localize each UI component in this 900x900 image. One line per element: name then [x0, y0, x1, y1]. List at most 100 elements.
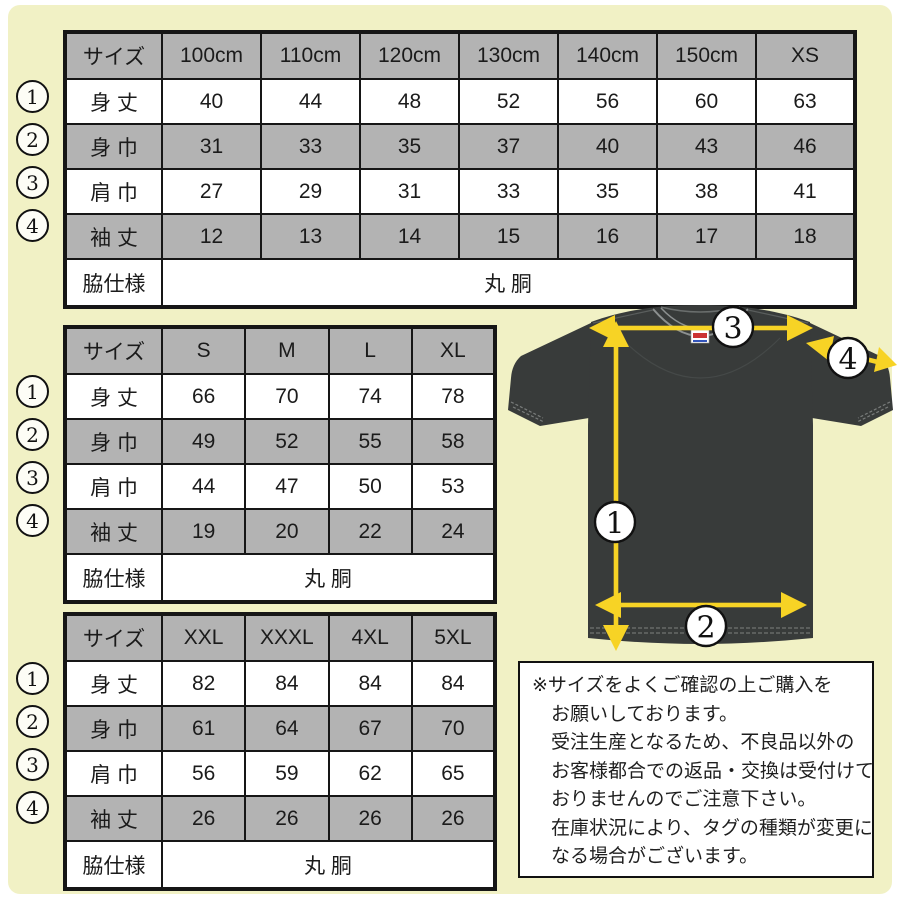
side-spec-label: 脇仕様: [64, 553, 163, 603]
size-table-xxl-5xl-grid: サイズ XXL XXXL 4XL 5XL 身 丈 82 84 84 84 身 巾 61 64 67 70 肩 …: [63, 612, 497, 891]
side-spec-value: 丸 胴: [161, 258, 856, 308]
measurement-cell: 16: [557, 213, 658, 260]
size-header-cell: サイズ: [64, 326, 163, 375]
size-header-cell: サイズ: [64, 613, 163, 662]
sleeve-hem-stitch-left: [510, 401, 545, 423]
measurement-cell: 47: [244, 463, 330, 510]
measure-label: 身 丈: [64, 660, 163, 707]
measurement-cell: 65: [410, 750, 497, 797]
size-table-s-xl: サイズ S M L XL 身 丈 66 70 74 78 身 巾 49 52 55 58 肩 巾 44 47 50 5…: [16, 325, 497, 604]
tshirt-body: [588, 305, 813, 644]
size-column-header: XXXL: [244, 613, 330, 662]
measurement-cell: 50: [327, 463, 413, 510]
measurement-cell: 74: [327, 373, 413, 420]
note-line-6: 在庫状況により、タグの種類が変更に: [551, 817, 873, 839]
row-marker-4: 4: [16, 209, 49, 242]
measure-label: 身 巾: [64, 418, 163, 465]
measure-label: 肩 巾: [64, 168, 163, 215]
measurement-cell: 33: [458, 168, 559, 215]
note-line-2: お願いしております。: [551, 703, 738, 725]
measurement-cell: 52: [458, 78, 559, 125]
size-column-header: L: [327, 326, 413, 375]
printstar-brand-tag-icon: [690, 329, 710, 344]
measurement-cell: 48: [359, 78, 460, 125]
measurement-cell: 33: [260, 123, 361, 170]
measurement-cell: 59: [244, 750, 330, 797]
shirt-marker-3-label: 3: [723, 312, 742, 347]
size-column-header: S: [160, 326, 247, 375]
row-marker-1: 1: [16, 80, 49, 113]
purchase-note-box: ※サイズをよくご確認の上ご購入を お願いしております。 受注生産となるため、不良品以…: [518, 661, 874, 878]
measurement-cell: 38: [656, 168, 757, 215]
note-line-4: お客様都合での返品・交換は受付けて: [551, 760, 875, 782]
row-marker-3: 3: [16, 748, 49, 781]
size-column-header: 140cm: [557, 31, 658, 80]
measurement-cell: 19: [160, 508, 247, 555]
measurement-cell: 60: [656, 78, 757, 125]
measurement-cell: 43: [656, 123, 757, 170]
measurement-cell: 41: [755, 168, 856, 215]
side-spec-label: 脇仕様: [64, 258, 163, 308]
measurement-cell: 31: [359, 168, 460, 215]
shirt-marker-3: 3: [711, 305, 755, 349]
shirt-marker-4: 4: [826, 336, 870, 380]
measurement-cell: 67: [327, 705, 413, 752]
row-marker-3: 3: [16, 461, 49, 494]
size-table-s-xl-grid: サイズ S M L XL 身 丈 66 70 74 78 身 巾 49 52 55 58 肩 巾 44 47 50 5…: [63, 325, 497, 604]
measurement-cell: 44: [260, 78, 361, 125]
measurement-cell: 66: [160, 373, 247, 420]
measurement-cell: 44: [160, 463, 247, 510]
shoulder-seam-left: [592, 309, 654, 324]
shoulder-width-arrow: [589, 315, 813, 341]
note-line-5: おりませんのでご注意下さい。: [551, 789, 817, 810]
size-table-kids-xs: サイズ 100cm 110cm 120cm 130cm 140cm 150cm XS 身 丈 40…: [16, 30, 857, 309]
measurement-cell: 27: [161, 168, 262, 215]
note-line-1: ※サイズをよくご確認の上ご購入を: [532, 675, 833, 696]
measurement-cell: 56: [557, 78, 658, 125]
measurement-cell: 84: [327, 660, 413, 707]
measurement-cell: 37: [458, 123, 559, 170]
measurement-cell: 70: [244, 373, 330, 420]
side-spec-value: 丸 胴: [161, 840, 496, 890]
row-marker-2: 2: [16, 418, 49, 451]
size-column-header: 110cm: [260, 31, 361, 80]
measurement-cell: 26: [327, 795, 413, 842]
side-spec-label: 脇仕様: [64, 840, 163, 890]
measure-label: 袖 丈: [64, 213, 163, 260]
size-column-header: XXL: [160, 613, 247, 662]
measurement-cell: 24: [410, 508, 497, 555]
measure-label: 身 巾: [64, 123, 163, 170]
measurement-cell: 63: [755, 78, 856, 125]
size-column-header: 120cm: [359, 31, 460, 80]
measurement-cell: 64: [244, 705, 330, 752]
size-column-header: 150cm: [656, 31, 757, 80]
measurement-cell: 82: [160, 660, 247, 707]
size-column-header: 5XL: [410, 613, 497, 662]
row-marker-2: 2: [16, 705, 49, 738]
measure-label: 身 丈: [64, 78, 163, 125]
row-marker-1: 1: [16, 375, 49, 408]
measurement-cell: 49: [160, 418, 247, 465]
measurement-cell: 35: [557, 168, 658, 215]
row-marker-3: 3: [16, 166, 49, 199]
measurement-cell: 84: [244, 660, 330, 707]
measurement-cell: 56: [160, 750, 247, 797]
size-column-header: XL: [410, 326, 497, 375]
body-length-arrow: [603, 321, 629, 651]
chest-fold: [620, 337, 781, 379]
measure-label: 身 巾: [64, 705, 163, 752]
row-marker-1: 1: [16, 662, 49, 695]
measurement-cell: 22: [327, 508, 413, 555]
measurement-cell: 26: [244, 795, 330, 842]
measurement-cell: 20: [244, 508, 330, 555]
measure-label: 肩 巾: [64, 750, 163, 797]
size-header-cell: サイズ: [64, 31, 163, 80]
measurement-cell: 78: [410, 373, 497, 420]
size-table-kids-xs-grid: サイズ 100cm 110cm 120cm 130cm 140cm 150cm XS 身 丈 40…: [63, 30, 857, 309]
measure-label: 袖 丈: [64, 508, 163, 555]
measurement-cell: 17: [656, 213, 757, 260]
measure-label: 身 丈: [64, 373, 163, 420]
body-width-arrow: [595, 592, 807, 618]
row-marker-2: 2: [16, 123, 49, 156]
